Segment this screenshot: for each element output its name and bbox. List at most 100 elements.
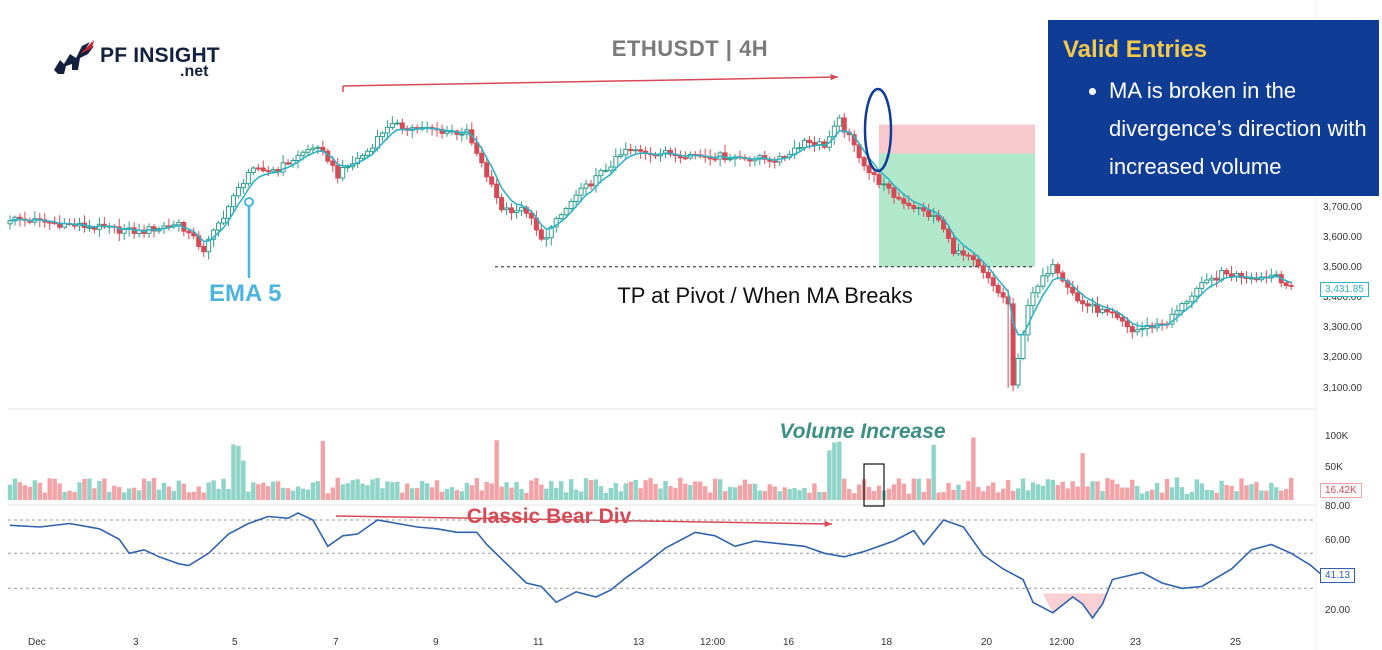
- candle: [1055, 264, 1061, 274]
- volume-bar: [270, 481, 276, 500]
- volume-bar: [976, 486, 981, 500]
- price-higher-high-arrow-head: [830, 74, 838, 81]
- candle: [1174, 310, 1180, 315]
- volume-bar: [578, 491, 584, 500]
- candle: [906, 202, 912, 207]
- volume-bar: [1100, 491, 1105, 500]
- candle: [439, 128, 445, 134]
- volume-bar: [27, 486, 33, 500]
- volume-bar: [549, 481, 554, 500]
- volume-bar: [146, 481, 152, 500]
- chart-title: ETHUSDT | 4H: [611, 36, 769, 61]
- volume-bar: [241, 460, 246, 500]
- candle: [290, 160, 296, 165]
- volume-bar: [737, 485, 743, 500]
- volume-bar: [136, 490, 142, 500]
- candle: [384, 126, 390, 134]
- candle: [1239, 273, 1245, 278]
- volume-bar: [42, 492, 47, 500]
- candle: [1090, 303, 1096, 307]
- volume-bar: [1000, 488, 1006, 500]
- candle: [499, 197, 505, 211]
- candle: [1214, 277, 1220, 281]
- volume-bar: [211, 480, 216, 500]
- volume-bar: [305, 489, 311, 500]
- volume-bar: [573, 489, 579, 500]
- volume-bar: [191, 491, 196, 500]
- volume-tick: 100K: [1325, 431, 1349, 442]
- volume-highlight-box: [863, 463, 885, 507]
- volume-bar: [117, 486, 122, 500]
- volume-bar: [325, 493, 331, 500]
- volume-bar: [424, 483, 430, 500]
- volume-bar: [981, 491, 986, 500]
- candle: [315, 146, 321, 149]
- valid-entries-title: Valid Entries: [1063, 36, 1208, 63]
- volume-bar: [266, 486, 271, 500]
- volume-bar: [946, 482, 951, 500]
- volume-bar: [1254, 482, 1259, 500]
- candle: [950, 237, 956, 254]
- volume-bar: [762, 491, 767, 500]
- candle: [1179, 303, 1185, 312]
- volume-bar: [991, 482, 996, 500]
- candle: [881, 183, 887, 186]
- volume-bar: [72, 492, 77, 500]
- volume-bar: [1125, 487, 1130, 500]
- candle: [628, 148, 634, 152]
- volume-bar: [405, 483, 410, 500]
- volume-bar: [52, 478, 57, 500]
- candle: [980, 265, 986, 273]
- volume-bar: [17, 482, 23, 500]
- volume-bar: [1239, 478, 1244, 500]
- volume-bar: [335, 477, 340, 500]
- candle: [965, 254, 971, 257]
- candle: [1104, 308, 1110, 313]
- candle: [1134, 329, 1140, 333]
- candle: [245, 171, 251, 185]
- candle: [931, 214, 937, 217]
- volume-bar: [340, 484, 345, 500]
- volume-bar: [1149, 489, 1155, 500]
- volume-bar: [1045, 479, 1051, 500]
- candle: [841, 117, 847, 133]
- last-price-badge: 3,431.85: [1320, 282, 1369, 297]
- candle: [797, 147, 803, 150]
- volume-bar: [57, 483, 62, 500]
- volume-bar: [807, 492, 812, 500]
- last-volume-badge: 16.42K: [1320, 483, 1362, 498]
- candle: [300, 151, 306, 156]
- candle: [588, 183, 594, 187]
- candle: [285, 162, 291, 165]
- ema-label: EMA 5: [209, 280, 282, 307]
- volume-bar: [439, 491, 445, 500]
- volume-bar: [658, 488, 663, 500]
- price-tick: 3,400.00: [1323, 292, 1362, 303]
- volume-bar: [102, 478, 107, 500]
- volume-bar: [330, 487, 335, 500]
- candle: [568, 200, 574, 210]
- volume-bar: [22, 485, 28, 500]
- volume-bar: [151, 477, 157, 500]
- rsi-tick: 60.00: [1325, 535, 1351, 546]
- time-tick: Dec: [28, 637, 46, 648]
- volume-bar: [911, 478, 916, 500]
- volume-bar: [772, 486, 777, 500]
- volume-bar: [971, 437, 976, 500]
- candle: [225, 206, 231, 219]
- time-tick: 12:00: [700, 637, 726, 648]
- candle: [727, 158, 733, 161]
- time-tick: 3: [133, 637, 139, 648]
- volume-bar: [1085, 486, 1090, 500]
- ema-5-line: [9, 127, 1292, 336]
- candle: [1204, 279, 1210, 284]
- candle: [578, 187, 584, 196]
- volume-bar: [256, 484, 261, 500]
- volume-bar: [752, 483, 758, 500]
- candle: [995, 284, 1001, 294]
- volume-bar: [757, 490, 763, 500]
- volume-bar: [171, 491, 177, 500]
- volume-bar: [1065, 488, 1070, 500]
- ema-pointer-dot: [244, 197, 254, 207]
